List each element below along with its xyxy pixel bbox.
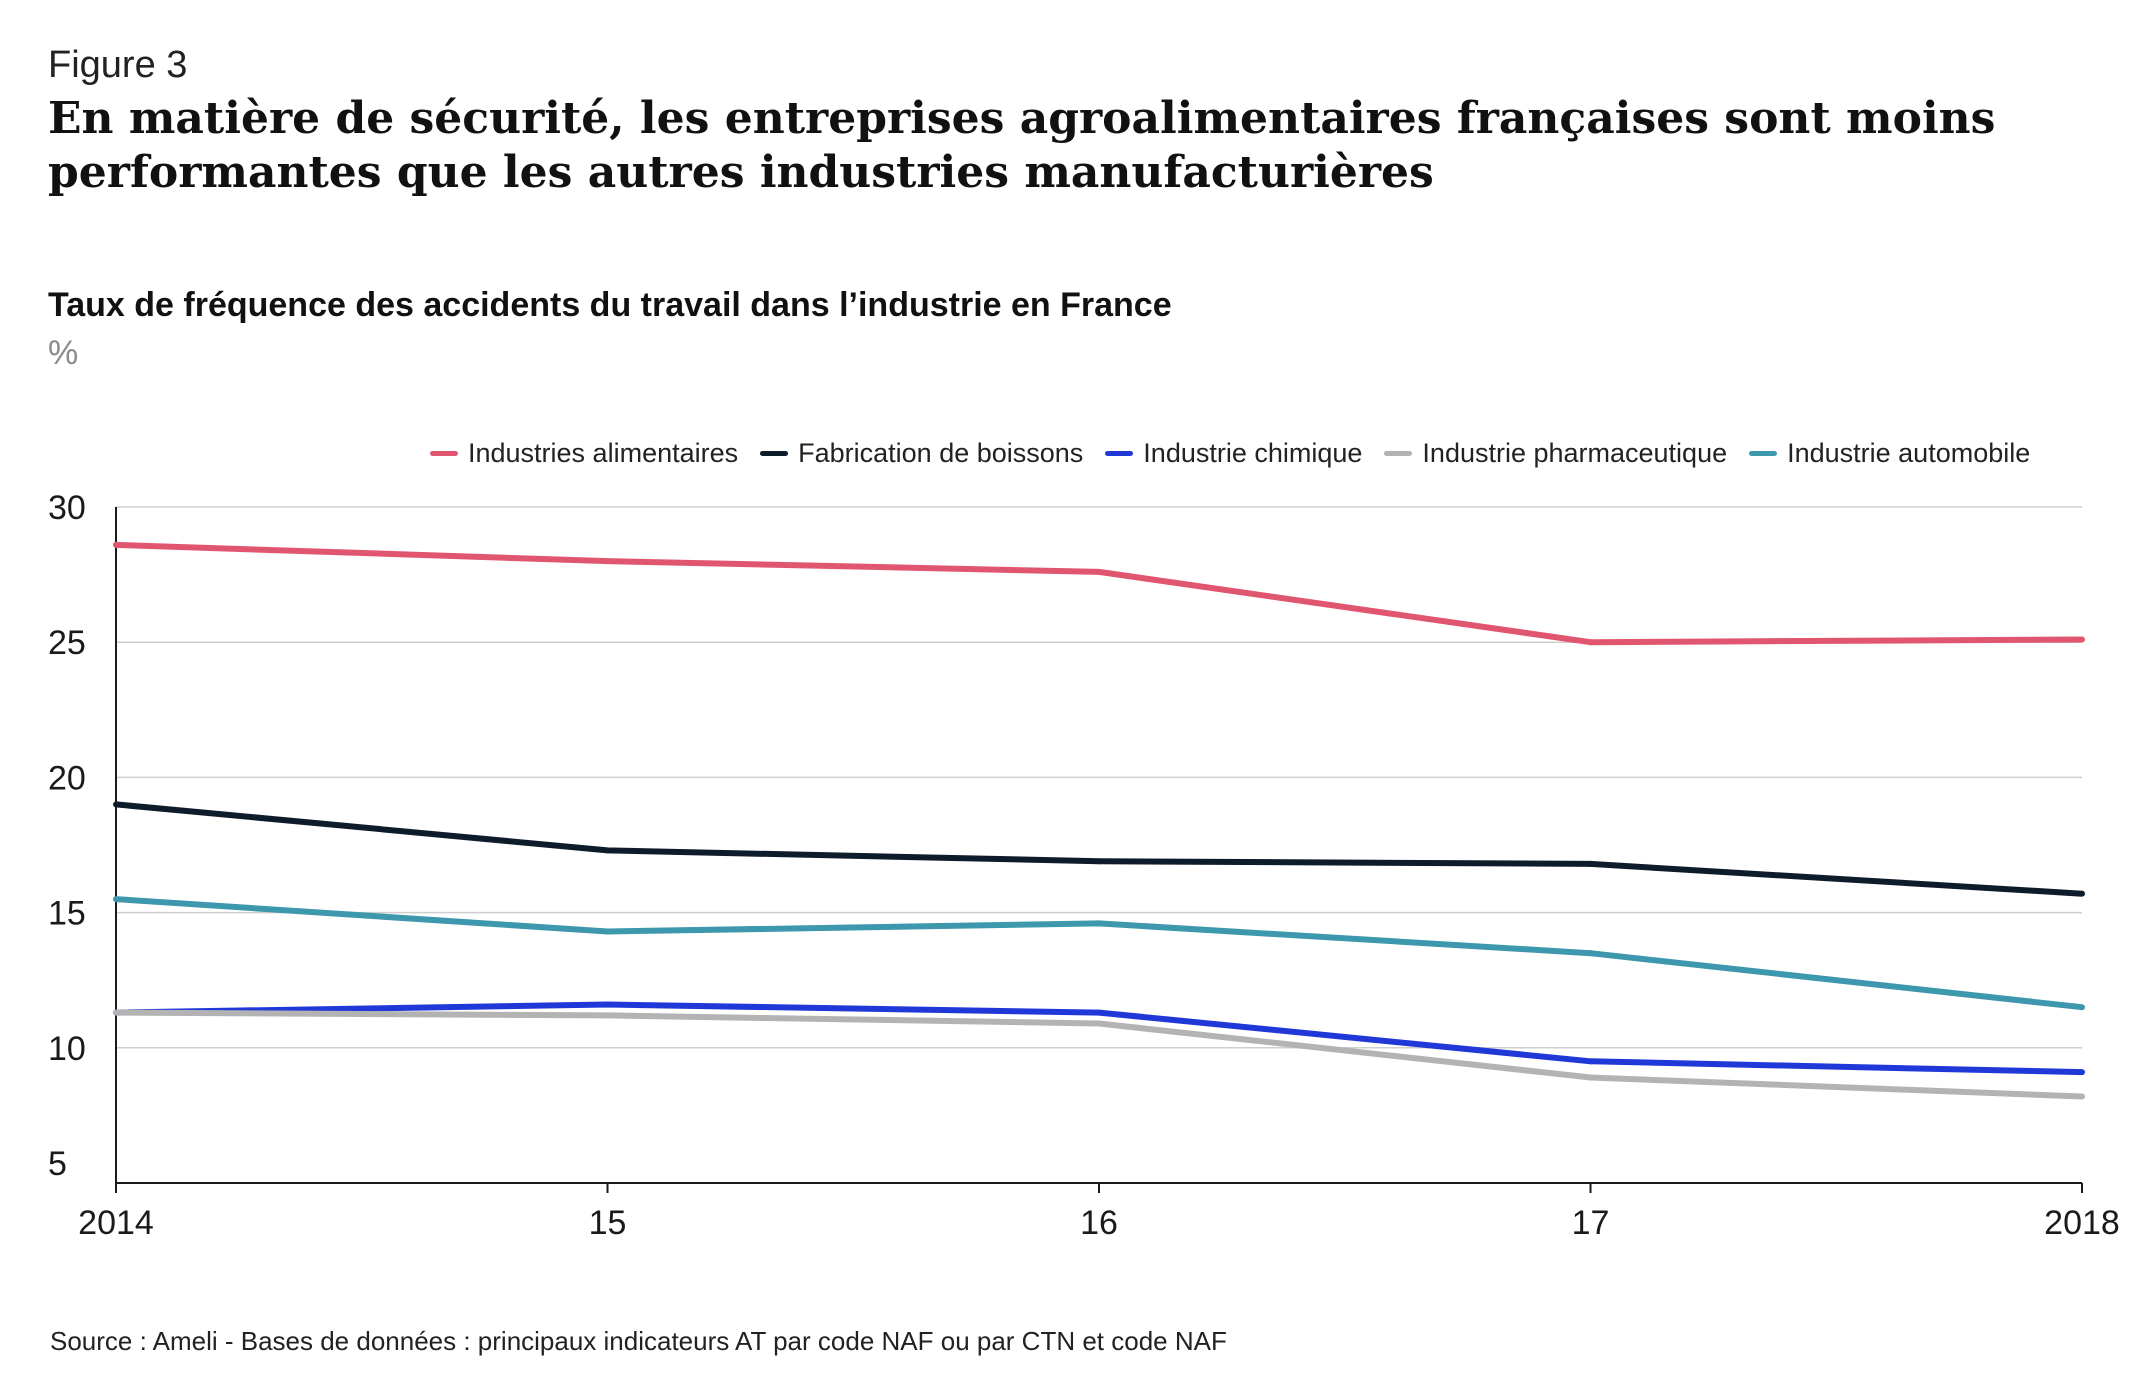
data-point <box>1587 639 1594 646</box>
data-point <box>1096 1020 1102 1027</box>
chart-series <box>113 541 2085 1100</box>
data-point <box>1587 950 1594 957</box>
x-tick-label: 2014 <box>78 1204 154 1242</box>
data-point <box>2079 1093 2085 1100</box>
data-point <box>1587 1058 1594 1065</box>
data-point <box>113 801 119 808</box>
legend-swatch <box>430 451 458 456</box>
x-axis-ticks: 2014 15 16 17 2018 <box>78 1183 2120 1242</box>
data-point <box>113 896 119 903</box>
headline: En matière de sécurité, les entreprises … <box>48 93 1996 198</box>
data-point <box>2079 890 2085 897</box>
legend-item: Industrie chimique <box>1105 438 1362 469</box>
x-tick-label: 15 <box>589 1204 627 1242</box>
data-point <box>2079 636 2085 643</box>
data-point <box>604 847 611 854</box>
data-point <box>1096 920 1102 927</box>
legend-label: Industrie chimique <box>1143 438 1363 468</box>
y-tick-label: 5 <box>48 1145 67 1183</box>
series-line-1 <box>115 541 2083 646</box>
legend-label: Fabrication de boissons <box>798 438 1084 468</box>
data-point <box>604 928 611 935</box>
legend-item: Industrie pharmaceutique <box>1384 438 1727 469</box>
legend-item: Industrie automobile <box>1749 438 2030 469</box>
source-note: Source : Ameli - Bases de données : prin… <box>50 1326 1227 1356</box>
x-tick-label: 2018 <box>2044 1204 2120 1242</box>
series-line-5 <box>115 896 2083 1011</box>
legend-swatch <box>1384 451 1413 456</box>
data-point <box>1096 1009 1102 1016</box>
y-axis-unit: % <box>48 334 79 372</box>
series-line-2 <box>115 801 2083 897</box>
legend-swatch <box>1749 451 1778 456</box>
data-point <box>604 558 611 565</box>
data-point <box>113 1009 119 1016</box>
chart-axes <box>115 507 2082 1184</box>
chart-gridlines <box>116 506 2082 1049</box>
y-tick-label: 25 <box>48 624 86 662</box>
y-tick-label: 10 <box>48 1030 86 1068</box>
legend-label: Industrie pharmaceutique <box>1422 438 1728 468</box>
y-tick-label: 20 <box>48 759 86 797</box>
data-point <box>1587 1074 1594 1081</box>
chart-legend: Industries alimentaires Fabrication de bo… <box>430 438 2052 469</box>
data-point <box>604 1012 611 1019</box>
legend-swatch <box>1105 451 1134 456</box>
legend-swatch <box>760 451 789 456</box>
data-point <box>604 1001 611 1008</box>
y-axis-ticks: 30 25 20 15 10 5 <box>48 489 86 1183</box>
data-point <box>1096 858 1102 865</box>
legend-item: Industries alimentaires <box>430 438 738 469</box>
x-tick-label: 17 <box>1572 1204 1610 1242</box>
data-point <box>1587 860 1594 867</box>
x-tick-label: 16 <box>1080 1204 1118 1242</box>
legend-label: Industrie automobile <box>1787 438 2031 468</box>
y-tick-label: 30 <box>48 489 86 527</box>
legend-item: Fabrication de boissons <box>760 438 1083 469</box>
figure-label: Figure 3 <box>48 44 188 86</box>
legend-label: Industries alimentaires <box>468 438 739 468</box>
data-point <box>2079 1069 2085 1076</box>
y-tick-label: 15 <box>48 895 86 933</box>
data-point <box>1096 568 1102 575</box>
chart-title: Taux de fréquence des accidents du trava… <box>48 286 1172 324</box>
data-point <box>2079 1004 2085 1011</box>
data-point <box>113 541 119 548</box>
